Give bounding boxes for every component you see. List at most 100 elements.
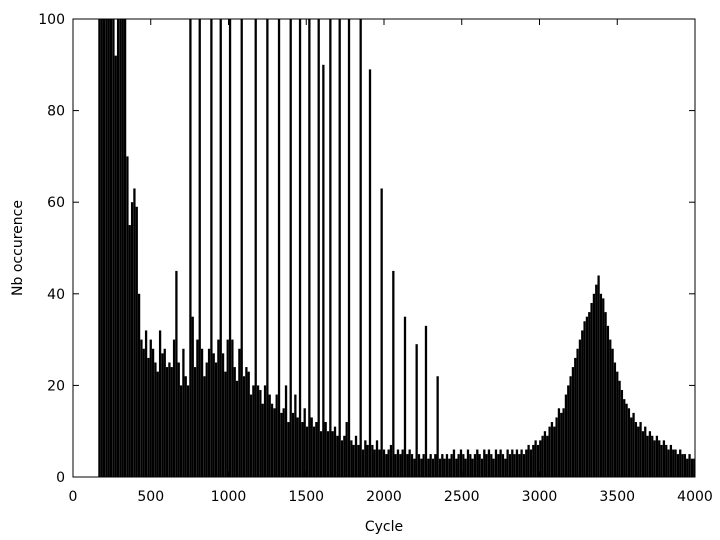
histogram-bar xyxy=(490,454,493,477)
histogram-bar xyxy=(686,458,689,477)
histogram-bar xyxy=(303,408,306,477)
histogram-bar xyxy=(473,454,477,477)
histogram-bar xyxy=(331,431,334,477)
histogram-bar xyxy=(585,316,589,477)
histogram-bar xyxy=(653,440,656,477)
histogram-bar xyxy=(184,376,187,477)
histogram-bar xyxy=(588,312,591,477)
histogram-bar xyxy=(224,371,227,477)
y-tick-label: 20 xyxy=(47,378,65,394)
histogram-bar xyxy=(189,19,192,477)
histogram-bar xyxy=(340,440,344,477)
histogram-bar xyxy=(254,19,257,477)
histogram-bar xyxy=(128,225,131,477)
histogram-bar xyxy=(536,444,540,477)
histogram-bar xyxy=(557,408,561,477)
histogram-bar xyxy=(196,339,199,477)
histogram-bar xyxy=(233,367,236,477)
histogram-bar xyxy=(401,449,404,477)
histogram-bar xyxy=(242,376,246,477)
histogram-bar xyxy=(693,458,696,477)
histogram-bar xyxy=(504,458,507,477)
histogram-bar xyxy=(352,444,355,477)
histogram-bar xyxy=(350,440,353,477)
histogram-bar xyxy=(606,325,610,477)
histogram-bar xyxy=(221,353,225,477)
histogram-bar xyxy=(417,454,421,477)
histogram-bar xyxy=(448,458,451,477)
histogram-bar xyxy=(247,371,250,477)
histogram-bar xyxy=(207,348,211,477)
histogram-bar xyxy=(681,454,684,477)
histogram-bar xyxy=(431,458,435,477)
histogram-bar xyxy=(177,362,180,477)
histogram-bar xyxy=(625,403,628,477)
histogram-bar xyxy=(462,454,465,477)
histogram-bar xyxy=(651,435,654,477)
histogram-bar xyxy=(562,408,565,477)
y-tick-label: 40 xyxy=(47,287,65,303)
histogram-bar xyxy=(574,357,577,477)
histogram-bar xyxy=(534,440,537,477)
histogram-bar xyxy=(198,19,201,477)
histogram-bar xyxy=(105,19,108,477)
histogram-bar xyxy=(676,454,680,477)
histogram-bar xyxy=(282,408,285,477)
histogram-bar xyxy=(100,19,103,477)
histogram-bar xyxy=(387,449,390,477)
histogram-bar xyxy=(662,440,666,477)
histogram-bar xyxy=(228,19,232,477)
histogram-bar xyxy=(114,55,117,477)
histogram-bar xyxy=(368,69,372,477)
histogram-bar xyxy=(163,348,166,477)
histogram-bar xyxy=(371,444,374,477)
histogram-bar xyxy=(137,293,141,477)
histogram-bar xyxy=(245,367,248,477)
histogram-bar xyxy=(466,449,470,477)
histogram-bar xyxy=(660,444,663,477)
y-tick-label: 100 xyxy=(38,12,65,28)
histogram-bar xyxy=(333,426,337,477)
histogram-bar xyxy=(396,449,400,477)
histogram-bar xyxy=(373,449,376,477)
histogram-bar xyxy=(427,458,430,477)
histogram-bar xyxy=(634,422,638,477)
histogram-bar xyxy=(259,389,262,477)
x-axis-label: Cycle xyxy=(365,519,403,535)
histogram-bar xyxy=(413,458,416,477)
histogram-bar xyxy=(305,426,309,477)
histogram-bar xyxy=(618,380,621,477)
histogram-bar xyxy=(116,19,120,477)
histogram-bar xyxy=(214,362,218,477)
histogram-bar xyxy=(679,449,682,477)
histogram-bar xyxy=(471,458,474,477)
histogram-bar xyxy=(359,19,362,477)
histogram-bar xyxy=(119,19,122,477)
histogram-bar xyxy=(508,454,512,477)
histogram-bar xyxy=(217,339,220,477)
histogram-bar xyxy=(266,19,269,477)
histogram-bar xyxy=(133,188,136,477)
histogram-bar xyxy=(492,458,495,477)
histogram-bar xyxy=(168,362,171,477)
histogram-bar xyxy=(639,422,642,477)
histogram-bar xyxy=(644,426,647,477)
histogram-bar xyxy=(182,348,185,477)
x-tick-label: 1500 xyxy=(288,489,324,505)
histogram-bar xyxy=(583,321,586,477)
histogram-bar xyxy=(366,444,369,477)
histogram-bar xyxy=(154,362,157,477)
histogram-bar xyxy=(200,348,204,477)
x-tick-label: 1000 xyxy=(211,489,247,505)
histogram-bar xyxy=(613,362,617,477)
histogram-bar xyxy=(632,412,635,477)
histogram-bar xyxy=(231,339,234,477)
histogram-bar xyxy=(422,454,425,477)
histogram-bar xyxy=(553,426,556,477)
histogram-bar xyxy=(268,394,271,477)
histogram-bar xyxy=(294,394,297,477)
histogram-bar xyxy=(436,376,439,477)
histogram-bar xyxy=(240,19,243,477)
histogram-bar xyxy=(252,385,255,477)
